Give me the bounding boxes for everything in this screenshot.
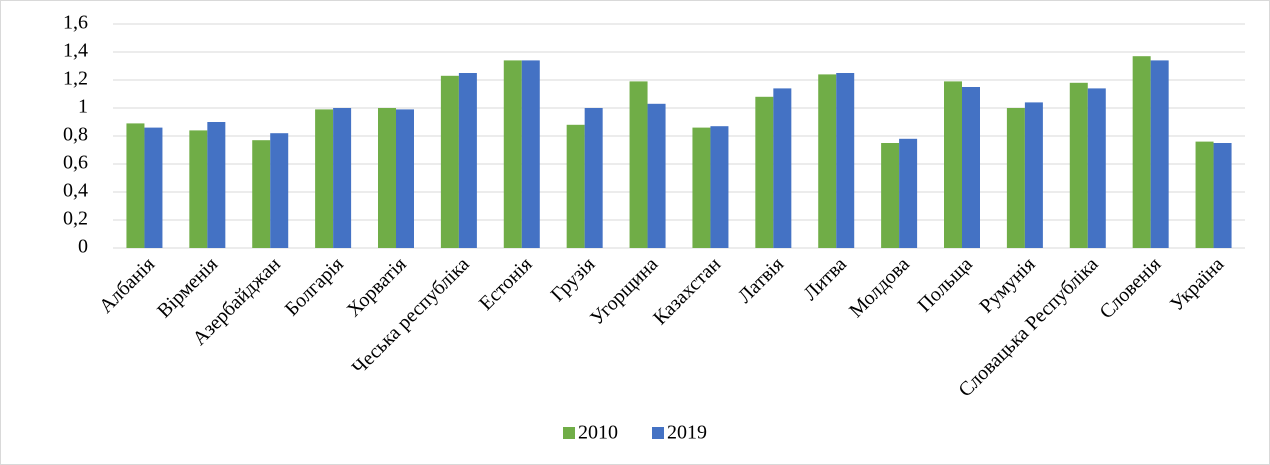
bar <box>440 75 459 248</box>
bar <box>584 108 603 248</box>
bar <box>252 140 271 248</box>
bar <box>692 127 711 248</box>
bar <box>1150 60 1169 249</box>
bar <box>881 143 900 248</box>
bar <box>710 126 729 248</box>
bar <box>899 138 918 248</box>
bar <box>818 74 837 249</box>
y-tick-label: 1,4 <box>63 40 88 62</box>
bar <box>189 130 208 248</box>
y-tick-label: 0,6 <box>63 152 88 174</box>
bar <box>396 109 414 249</box>
bar <box>629 81 648 249</box>
bar <box>521 60 540 249</box>
bar <box>944 81 962 249</box>
bar <box>962 87 980 248</box>
bar <box>503 60 522 249</box>
bar <box>378 108 396 248</box>
legend-label: 2019 <box>667 422 707 444</box>
y-tick-label: 1,6 <box>63 12 88 34</box>
bar <box>836 73 855 248</box>
bar <box>1087 88 1106 249</box>
bar <box>458 73 477 248</box>
bar <box>1132 56 1151 249</box>
bar <box>647 103 666 248</box>
y-tick-label: 1,2 <box>63 68 88 90</box>
bar <box>333 108 352 248</box>
bar <box>270 133 289 248</box>
legend-label: 2010 <box>578 422 618 444</box>
bar <box>1069 82 1088 248</box>
bar <box>144 127 163 248</box>
bar <box>1024 102 1043 249</box>
bar <box>755 96 774 248</box>
y-tick-label: 0,4 <box>63 180 88 202</box>
bar <box>1195 141 1214 248</box>
y-tick-label: 0 <box>78 236 88 258</box>
bar <box>566 124 585 248</box>
y-tick-label: 0,8 <box>63 124 88 146</box>
y-tick-label: 1 <box>78 96 88 118</box>
bar <box>1006 108 1025 248</box>
bar <box>773 88 792 249</box>
legend-swatch <box>652 427 664 439</box>
bar <box>315 109 334 249</box>
bar <box>207 122 226 248</box>
y-tick-label: 0,2 <box>63 208 88 230</box>
bar <box>126 123 145 248</box>
bar <box>1213 143 1232 248</box>
legend-swatch <box>563 427 575 439</box>
